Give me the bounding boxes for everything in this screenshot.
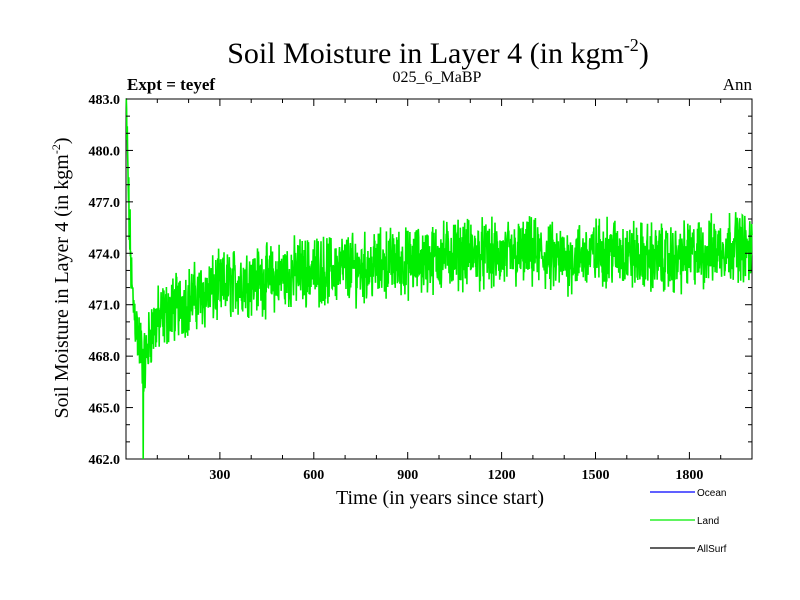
y-tick-label: 483.0 — [89, 93, 121, 108]
x-tick-label: 1500 — [582, 468, 610, 483]
y-axis-label-main: Soil Moisture in Layer 4 (in kgm — [51, 154, 73, 419]
legend-label-allsurf: AllSurf — [697, 544, 727, 555]
chart-title-sup: -2 — [624, 35, 639, 55]
y-axis-label: Soil Moisture in Layer 4 (in kgm-2) — [49, 137, 73, 418]
x-tick-label: 900 — [397, 468, 418, 483]
y-tick-label: 471.0 — [89, 299, 121, 314]
plot-area: 462.0 465.0 468.0 471.0 474.0 477.0 480.0 483.0… — [89, 93, 753, 483]
chart-title-close: ) — [639, 37, 649, 70]
subtitle-experiment: Expt = teyef — [127, 75, 215, 94]
y-tick-label: 474.0 — [89, 247, 121, 262]
x-tick-label: 1800 — [675, 468, 703, 483]
y-axis-ticks: 462.0 465.0 468.0 471.0 474.0 477.0 480.0 483.0 — [89, 93, 752, 468]
legend: Ocean Land AllSurf — [650, 488, 727, 555]
series-line-land — [125, 98, 753, 460]
x-axis-ticks: 300 600 900 1200 1500 1800 — [156, 99, 722, 483]
x-tick-label: 1200 — [488, 468, 516, 483]
x-tick-label: 600 — [303, 468, 324, 483]
legend-label-ocean: Ocean — [697, 488, 726, 499]
subtitle-season: Ann — [723, 75, 753, 94]
series-layer — [125, 98, 753, 460]
subtitle-run: 025_6_MaBP — [393, 69, 482, 86]
y-tick-label: 468.0 — [89, 350, 121, 365]
legend-label-land: Land — [697, 516, 719, 527]
y-tick-label: 477.0 — [89, 196, 121, 211]
y-tick-label: 480.0 — [89, 144, 121, 159]
chart-title: Soil Moisture in Layer 4 (in kgm-2) — [227, 35, 649, 70]
y-axis-label-close: ) — [51, 137, 73, 144]
y-tick-label: 465.0 — [89, 402, 121, 417]
x-axis-label: Time (in years since start) — [336, 487, 544, 509]
y-tick-label: 462.0 — [89, 453, 121, 468]
x-tick-label: 300 — [209, 468, 230, 483]
chart-title-main: Soil Moisture in Layer 4 (in kgm — [227, 37, 624, 70]
y-axis-label-sup: -2 — [49, 144, 63, 154]
